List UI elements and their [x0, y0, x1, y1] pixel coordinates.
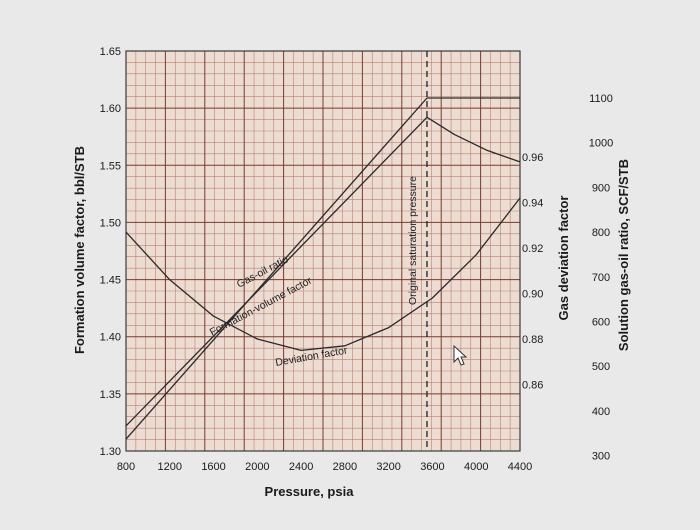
y-right2-tick-label: 600	[592, 317, 610, 329]
y-right2-tick-label: 1100	[589, 93, 613, 105]
y-right1-tick-label: 0.86	[522, 380, 543, 392]
x-tick-label: 2800	[333, 461, 357, 473]
x-tick-label: 3600	[420, 461, 444, 473]
x-tick-label: 1200	[158, 461, 182, 473]
y-right2-tick-label: 800	[592, 227, 610, 239]
series-line-formation-volume-factor	[125, 116, 521, 427]
x-tick-label: 3200	[376, 461, 400, 473]
y-left-tick-label: 1.45	[100, 275, 121, 287]
y-left-tick-label: 1.30	[100, 446, 121, 458]
x-tick-label: 2400	[289, 461, 313, 473]
chart-marks	[125, 51, 521, 451]
x-tick-label: 2000	[245, 461, 269, 473]
y-right2-tick-label: 1000	[589, 138, 613, 150]
y-right1-axis-title: Gas deviation factor	[556, 196, 571, 321]
y-right2-tick-label: 300	[592, 451, 610, 463]
x-tick-label: 4000	[464, 461, 488, 473]
plot-border	[125, 50, 521, 452]
y-left-tick-label: 1.50	[100, 217, 121, 229]
y-right2-tick-label: 500	[592, 361, 610, 373]
x-tick-label: 4400	[508, 461, 532, 473]
y-right1-tick-label: 0.92	[522, 243, 543, 255]
y-left-axis-title: Formation volume factor, bbl/STB	[72, 146, 87, 354]
series-line-deviation-factor	[125, 197, 521, 352]
series-line-gas-oil-ratio	[125, 97, 520, 440]
saturation-pressure-label: Original saturation pressure	[407, 176, 419, 305]
mouse-cursor-icon	[453, 344, 468, 366]
x-tick-label: 800	[117, 461, 135, 473]
tick-labels: 800 1200 1600 2000 2400 2800 3200 3600 4000 4400 1…	[100, 46, 614, 473]
y-left-tick-label: 1.40	[100, 332, 121, 344]
y-right1-tick-label: 0.88	[522, 334, 543, 346]
y-right2-tick-label: 700	[592, 272, 610, 284]
x-tick-label: 1600	[201, 461, 225, 473]
y-left-tick-label: 1.60	[100, 103, 121, 115]
grid-minor	[126, 51, 520, 451]
y-right1-tick-label: 0.90	[522, 289, 543, 301]
y-left-tick-label: 1.65	[100, 46, 121, 58]
y-right2-axis-title: Solution gas-oil ratio, SCF/STB	[616, 159, 631, 351]
y-right1-tick-label: 0.94	[522, 198, 543, 210]
y-right2-tick-label: 400	[592, 406, 610, 418]
y-right1-tick-label: 0.96	[522, 152, 543, 164]
y-right2-tick-label: 900	[592, 182, 610, 194]
x-axis-title: Pressure, psia	[265, 484, 355, 499]
y-left-tick-label: 1.35	[100, 389, 121, 401]
y-left-tick-label: 1.55	[100, 160, 121, 172]
